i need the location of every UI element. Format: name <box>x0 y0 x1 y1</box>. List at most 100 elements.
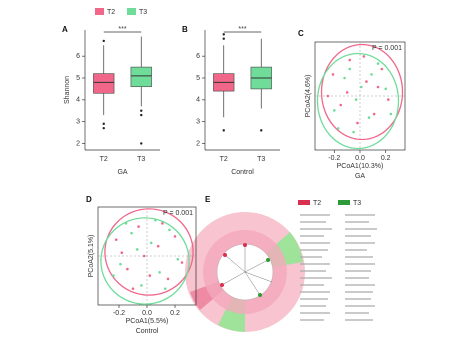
x-tick-label: T2 <box>100 156 108 163</box>
outlier <box>222 33 225 36</box>
significance-label: *** <box>238 26 246 33</box>
point <box>376 85 380 89</box>
point <box>384 87 388 91</box>
point <box>137 225 140 228</box>
x-axis-label: Control <box>231 169 254 176</box>
point <box>359 85 363 89</box>
x-axis-label: PCoA1(10.3%) <box>337 163 384 170</box>
x-tick-label: -0.2 <box>328 155 340 162</box>
outlier <box>102 122 105 126</box>
point <box>389 112 393 116</box>
point <box>386 98 390 101</box>
legend-swatch <box>338 200 350 205</box>
point <box>173 235 177 238</box>
legend-swatch <box>127 8 136 15</box>
point <box>135 248 139 251</box>
x-tick-label: 0.0 <box>142 310 152 317</box>
point <box>131 287 135 290</box>
x-tick-label: 0.0 <box>355 155 365 162</box>
point <box>119 262 122 266</box>
y-axis-label: PCoA2(5.1%) <box>88 235 95 278</box>
tree-nodes <box>258 258 270 297</box>
point <box>372 112 376 116</box>
point <box>166 277 170 281</box>
point <box>376 62 380 65</box>
outlier <box>140 113 143 117</box>
x-axis-label: GA <box>117 169 127 176</box>
y-axis-label: PCoA2(4.6%) <box>305 75 312 118</box>
point <box>336 127 340 130</box>
point <box>339 103 343 107</box>
y-tick-label: 4 <box>196 97 200 104</box>
y-tick-label: 4 <box>76 97 80 104</box>
point <box>348 67 352 71</box>
y-tick-label: 6 <box>76 53 80 60</box>
y-tick-label: 3 <box>196 118 200 125</box>
y-tick-label: 2 <box>196 140 200 147</box>
x-tick-label: 0.2 <box>381 155 391 162</box>
point <box>114 238 118 241</box>
point <box>126 267 129 271</box>
point <box>352 130 355 134</box>
point <box>365 80 368 83</box>
point <box>362 55 366 58</box>
outlier <box>102 126 105 130</box>
subtitle: Control <box>136 328 159 335</box>
y-tick-label: 2 <box>76 140 80 147</box>
point <box>163 287 167 290</box>
x-tick-label: 0.2 <box>170 310 180 317</box>
point <box>140 284 143 287</box>
panel-letter: C <box>298 29 304 38</box>
outlier <box>102 39 105 43</box>
tree-nodes <box>220 243 247 287</box>
point <box>168 228 171 232</box>
confidence-ellipse <box>320 43 404 141</box>
point <box>176 257 180 261</box>
x-tick-label: T2 <box>220 156 228 163</box>
y-tick-label: 6 <box>196 53 200 60</box>
box <box>93 73 115 94</box>
point <box>345 91 349 94</box>
point <box>130 231 133 235</box>
point <box>356 121 359 125</box>
x-tick-label: -0.2 <box>113 310 125 317</box>
panel-letter: E <box>205 195 211 204</box>
y-tick-label: 5 <box>76 75 80 82</box>
outlier <box>222 129 225 132</box>
legend-label: T2 <box>313 200 321 207</box>
point <box>331 73 335 76</box>
outlier <box>140 142 143 145</box>
point <box>154 218 157 222</box>
point <box>348 58 352 62</box>
box <box>130 66 152 88</box>
legend-label: T3 <box>139 9 147 16</box>
point <box>380 67 384 71</box>
confidence-ellipse <box>100 217 190 305</box>
confidence-ellipse <box>104 208 194 296</box>
point <box>149 241 153 245</box>
subtitle: GA <box>355 173 365 180</box>
panel-letter: A <box>62 25 68 34</box>
x-tick-label: T3 <box>257 156 265 163</box>
point <box>142 254 146 258</box>
taxa-list <box>300 214 377 321</box>
outlier <box>222 37 225 40</box>
x-axis-label: PCoA1(5.5%) <box>126 318 169 325</box>
point <box>332 109 336 112</box>
point <box>161 222 164 225</box>
panel-letter: D <box>86 195 92 204</box>
y-tick-label: 3 <box>76 118 80 125</box>
outlier <box>260 129 263 132</box>
outlier <box>140 109 143 112</box>
legend-label: T3 <box>353 200 361 207</box>
y-axis-label: Shannon <box>64 76 71 104</box>
p-value: P = 0.001 <box>372 45 402 52</box>
point <box>120 251 124 255</box>
point <box>158 271 161 274</box>
p-value: P = 0.001 <box>163 210 193 217</box>
legend-label: T2 <box>107 9 115 16</box>
point <box>148 274 152 277</box>
tree-branches <box>221 245 273 296</box>
point <box>180 261 184 264</box>
